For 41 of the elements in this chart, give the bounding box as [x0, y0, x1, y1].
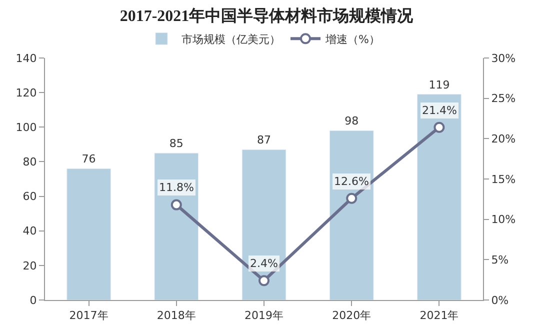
- data-label: 87: [257, 134, 271, 147]
- y-tick-label: 140: [16, 52, 37, 65]
- legend-label: 增速（%）: [324, 32, 380, 46]
- y2-tick-label: 0%: [491, 294, 509, 307]
- y2-tick-label: 10%: [491, 213, 516, 226]
- data-label: 85: [169, 137, 184, 150]
- x-tick-label: 2017年: [69, 309, 108, 322]
- data-label: 21.4%: [422, 104, 457, 117]
- y2-tick-label: 20%: [491, 132, 516, 146]
- y2-tick-label: 5%: [491, 254, 509, 267]
- bar: [242, 149, 286, 300]
- point: [170, 199, 182, 210]
- point: [346, 192, 358, 204]
- data-label: 98: [344, 114, 359, 128]
- y2-tick-label: 25%: [491, 92, 516, 106]
- data-label: 119: [428, 78, 450, 92]
- y-tick-label: 20: [22, 259, 37, 272]
- point: [434, 122, 445, 133]
- bar: [329, 130, 374, 300]
- data-label: 11.8%: [159, 181, 194, 194]
- y-tick-label: 40: [22, 224, 37, 238]
- x-tick-label: 2019年: [244, 309, 284, 322]
- point: [258, 275, 270, 286]
- data-label: 2.4%: [250, 257, 278, 270]
- y-tick-label: 60: [22, 190, 37, 204]
- y-tick-label: 0: [30, 294, 37, 307]
- x-tick-label: 2020年: [332, 309, 372, 322]
- bar: [154, 152, 199, 300]
- bar: [417, 94, 462, 300]
- data-label: 76: [82, 152, 96, 166]
- legend-label: 市场规模（亿美元）: [182, 32, 280, 46]
- y2-tick-label: 30%: [491, 52, 516, 65]
- bar: [66, 168, 111, 300]
- y2-tick-label: 15%: [491, 172, 516, 186]
- y-tick-label: 80: [22, 156, 37, 169]
- x-tick-label: 2021年: [420, 309, 459, 322]
- y-tick-label: 120: [16, 86, 37, 100]
- chart-title: 2017-2021年中国半导体材料市场规模情况: [120, 7, 414, 26]
- y-tick-label: 100: [16, 120, 37, 134]
- x-tick-label: 2018年: [156, 309, 196, 322]
- data-label: 12.6%: [334, 175, 369, 188]
